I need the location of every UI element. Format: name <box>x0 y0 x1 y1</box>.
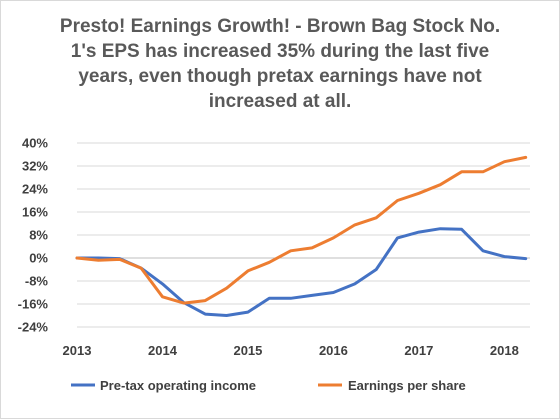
chart-title-line-3: years, even though pretax earnings have … <box>78 66 482 87</box>
chart-title-line-2: 1's EPS has increased 35% during the las… <box>70 41 490 62</box>
legend-label: Pre-tax operating income <box>100 378 256 393</box>
series-line-0 <box>75 227 528 317</box>
x-tick-label: 2013 <box>63 343 92 358</box>
y-tick-label: 32% <box>22 159 48 174</box>
series-line-1 <box>75 155 528 305</box>
y-tick-label: -16% <box>18 297 49 312</box>
chart-title: Presto! Earnings Growth! - Brown Bag Sto… <box>10 4 550 124</box>
x-tick-label: 2016 <box>319 343 348 358</box>
x-tick-label: 2014 <box>148 343 178 358</box>
x-tick-label: 2015 <box>233 343 262 358</box>
legend: Pre-tax operating income Earnings per sha… <box>71 378 466 393</box>
axes: -24% -16% -8% 0% 8% 16% 24% 32% 40% 2013 2014 2015 2… <box>18 136 530 358</box>
series-lines <box>75 155 528 317</box>
y-tick-label: -8% <box>25 274 49 289</box>
x-tick-label: 2017 <box>404 343 433 358</box>
y-tick-label: 0% <box>29 251 48 266</box>
chart-title-line-1: Presto! Earnings Growth! - Brown Bag Sto… <box>59 16 501 37</box>
y-tick-label: 16% <box>22 205 48 220</box>
y-tick-label: 40% <box>22 136 48 151</box>
chart-title-line-4: increased at all. <box>208 91 352 112</box>
x-tick-label: 2018 <box>490 343 519 358</box>
y-tick-label: 8% <box>29 228 48 243</box>
y-tick-label: -24% <box>18 320 49 335</box>
y-tick-label: 24% <box>22 182 48 197</box>
legend-label: Earnings per share <box>348 378 466 393</box>
